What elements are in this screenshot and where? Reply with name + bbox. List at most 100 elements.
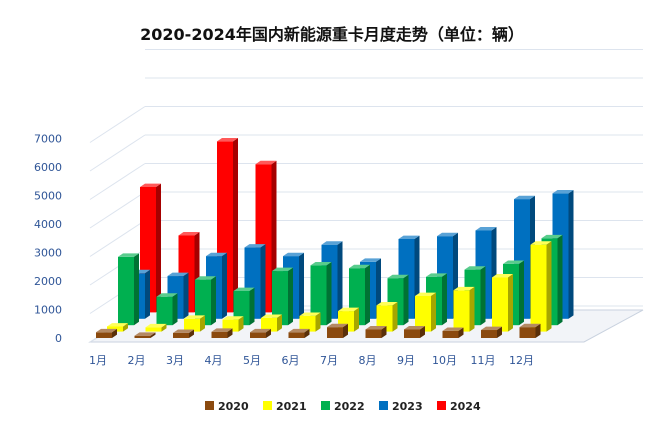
legend-label-2024: 2024 [450, 400, 481, 413]
bar-side [156, 183, 161, 313]
bar-top [404, 326, 425, 330]
bar-2021-2月 [145, 323, 167, 332]
bar-front [96, 332, 112, 338]
gridline-side [89, 191, 146, 229]
bar-front [250, 332, 266, 338]
bar-top [321, 241, 343, 245]
bar-top [464, 266, 486, 270]
bar-top [140, 183, 161, 187]
bar-side [403, 274, 409, 326]
bar-top [250, 328, 271, 333]
bar-top [173, 329, 194, 333]
bar-top [217, 138, 238, 142]
chart-title: 2020-2024年国内新能源重卡月度走势（单位：辆） [140, 25, 524, 44]
bar-front [530, 244, 547, 332]
bar-side [227, 328, 233, 338]
y-tick-label: 7000 [34, 133, 62, 146]
bar-2020-2月 [134, 332, 156, 338]
bar-top [211, 328, 233, 332]
bar-top [145, 323, 167, 328]
bar-top [96, 328, 117, 333]
gridline-side [89, 163, 146, 200]
bar-side [546, 241, 552, 332]
bar-side [161, 323, 167, 332]
bar-side [337, 241, 343, 319]
bar-2020-5月 [250, 328, 271, 338]
bar-front [327, 327, 343, 338]
bar-top [492, 274, 513, 278]
bar-side [354, 307, 359, 332]
bar-top [283, 252, 304, 257]
bar-front [453, 290, 470, 332]
bar-side [183, 272, 189, 319]
bar-side [260, 244, 266, 319]
y-tick-label: 0 [55, 332, 62, 345]
bar-top [222, 316, 244, 320]
x-tick-label: 9月 [397, 354, 415, 367]
bar-front [184, 318, 200, 332]
x-axis-ticks: 1月 2月 3月 4月 5月 6月 7月 8月 9月 10月 11月 12月 [89, 354, 534, 367]
bar-side [222, 252, 227, 319]
legend-swatch-2022 [321, 401, 330, 410]
bar-top [178, 232, 200, 236]
bar-front [288, 332, 305, 338]
bar-2020-8月 [365, 326, 387, 338]
bar-top [233, 287, 255, 291]
bar-2021-3月 [184, 315, 205, 332]
y-tick-label: 2000 [34, 275, 62, 288]
y-tick-label: 3000 [34, 247, 62, 260]
bar-top [244, 244, 266, 248]
bar-front [299, 315, 316, 332]
y-tick-label: 1000 [34, 304, 62, 317]
bar-top [541, 234, 563, 239]
bar-top [327, 323, 348, 328]
x-tick-label: 11月 [471, 354, 496, 367]
bar-2021-8月 [376, 301, 398, 332]
bar-side [150, 332, 156, 338]
bar-top [503, 260, 524, 264]
bar-top [167, 272, 189, 277]
bar-top [349, 264, 370, 269]
bar-2020-11月 [481, 326, 502, 338]
bar-front [376, 305, 393, 332]
bar-2022-1月 [118, 253, 139, 326]
bar-side [299, 252, 304, 319]
bar-2021-5月 [261, 314, 282, 332]
bar-top [118, 253, 139, 257]
gridline-side [89, 134, 146, 172]
bar-top [415, 292, 436, 296]
legend-swatch-2023 [379, 401, 388, 410]
bar-side [431, 292, 436, 332]
x-tick-label: 1月 [89, 354, 107, 367]
x-tick-label: 3月 [166, 354, 184, 367]
bar-2022-6月 [310, 261, 332, 326]
bar-side [392, 301, 398, 332]
bar-top [365, 326, 387, 330]
bar-top [288, 328, 310, 333]
y-axis-ticks: 0 1000 2000 3000 4000 5000 6000 7000 [34, 133, 62, 346]
bar-2020-6月 [288, 328, 310, 338]
bar-front [415, 295, 431, 332]
bar-front [156, 296, 173, 326]
y-tick-label: 5000 [34, 190, 62, 203]
bar-side [233, 138, 238, 313]
bar-front [404, 329, 420, 338]
bar-front [261, 317, 277, 332]
bar-side [304, 328, 310, 338]
bar-top [387, 274, 409, 279]
x-tick-label: 12月 [509, 354, 534, 367]
bar-2022-5月 [272, 267, 293, 326]
x-tick-label: 10月 [432, 354, 457, 367]
bar-side [458, 327, 464, 338]
bar-side [508, 274, 513, 332]
bar-top [398, 235, 420, 239]
bar-top [206, 252, 227, 257]
bar-side [326, 261, 332, 326]
legend-swatch-2024 [437, 401, 446, 410]
bar-top [107, 323, 128, 327]
bar-side [568, 190, 574, 319]
bar-side [557, 234, 563, 326]
x-tick-label: 7月 [320, 354, 338, 367]
bar-top [134, 332, 156, 336]
